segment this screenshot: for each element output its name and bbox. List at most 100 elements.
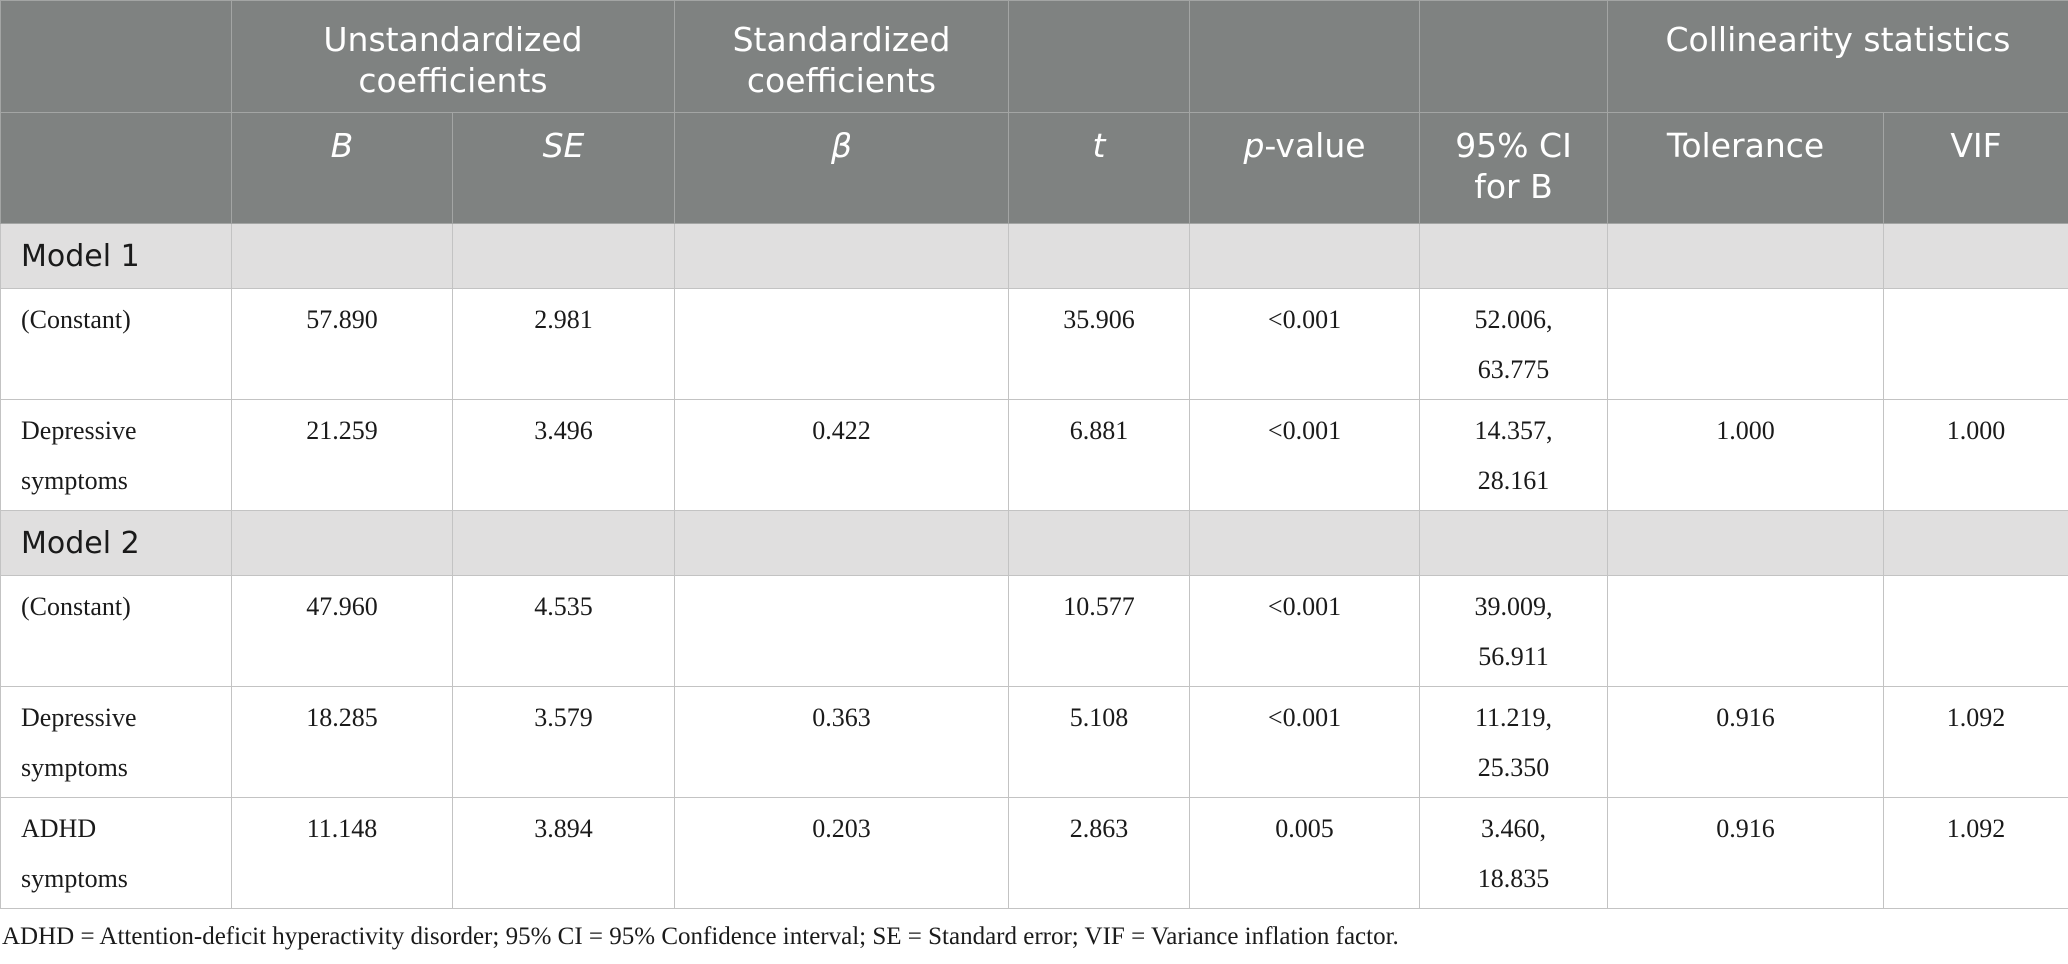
section-cell	[1882, 223, 2068, 289]
cell-b: 47.960	[231, 575, 453, 687]
cell-beta: 0.203	[674, 797, 1009, 909]
cell-ci: 52.006, 63.775	[1419, 288, 1608, 400]
cell-beta: 0.363	[674, 686, 1009, 798]
cell-tolerance	[1607, 288, 1884, 400]
row-label: ADHD symptoms	[0, 797, 232, 909]
cell-ci: 3.460, 18.835	[1419, 797, 1608, 909]
cell-vif: 1.000	[1882, 399, 2068, 511]
cell-se: 2.981	[452, 288, 675, 400]
ci-low: 14.357,	[1474, 416, 1553, 445]
header-row-columns: B SE β t p-value 95% CI for B Tolerance …	[0, 112, 2068, 224]
col-header-p-suffix: -value	[1264, 126, 1366, 165]
cell-tolerance: 1.000	[1607, 399, 1884, 511]
ci-low: 11.219,	[1474, 703, 1553, 732]
col-header-se: SE	[452, 112, 675, 224]
header-empty-t	[1008, 0, 1190, 113]
header-row-groups: Unstandardized coefficients Standardized…	[0, 0, 2068, 113]
section-cell	[1419, 510, 1608, 576]
section-cell	[452, 223, 675, 289]
section-cell	[1008, 510, 1190, 576]
cell-t: 35.906	[1008, 288, 1190, 400]
cell-beta	[674, 288, 1009, 400]
col-header-ci: 95% CI for B	[1419, 112, 1608, 224]
ci-low: 52.006,	[1474, 305, 1553, 334]
section-cell	[1189, 510, 1420, 576]
cell-ci: 39.009, 56.911	[1419, 575, 1608, 687]
section-label-model1: Model 1	[0, 223, 232, 289]
ci-low: 3.460,	[1481, 814, 1546, 843]
section-row-model2: Model 2	[0, 510, 2068, 576]
row-label: Depressive symptoms	[0, 399, 232, 511]
cell-beta	[674, 575, 1009, 687]
header-unstandardized: Unstandardized coefficients	[231, 0, 675, 113]
col-header-p: p-value	[1189, 112, 1420, 224]
cell-p: <0.001	[1189, 686, 1420, 798]
col-header-vif: VIF	[1882, 112, 2068, 224]
cell-se: 4.535	[452, 575, 675, 687]
cell-ci: 11.219, 25.350	[1419, 686, 1608, 798]
cell-vif: 1.092	[1882, 686, 2068, 798]
cell-vif	[1882, 288, 2068, 400]
col-header-b: B	[231, 112, 453, 224]
cell-t: 5.108	[1008, 686, 1190, 798]
section-row-model1: Model 1	[0, 223, 2068, 289]
cell-vif: 1.092	[1882, 797, 2068, 909]
ci-low: 39.009,	[1474, 592, 1553, 621]
header-empty-p	[1189, 0, 1420, 113]
table-row: Depressive symptoms 21.259 3.496 0.422 6…	[0, 399, 2068, 511]
cell-t: 6.881	[1008, 399, 1190, 511]
cell-b: 18.285	[231, 686, 453, 798]
cell-se: 3.496	[452, 399, 675, 511]
ci-high: 25.350	[1477, 753, 1550, 782]
header-standardized: Standardized coefficients	[674, 0, 1009, 113]
row-label: Depressive symptoms	[0, 686, 232, 798]
col-header-beta: β	[674, 112, 1009, 224]
section-cell	[1882, 510, 2068, 576]
table-body: Model 1 (Constant) 57.890 2.981 35.906 <…	[0, 223, 2068, 909]
col-header-tolerance: Tolerance	[1607, 112, 1884, 224]
section-cell	[1419, 223, 1608, 289]
cell-b: 21.259	[231, 399, 453, 511]
table-row: (Constant) 47.960 4.535 10.577 <0.001 39…	[0, 575, 2068, 687]
ci-high: 28.161	[1477, 466, 1550, 495]
header-empty-ci	[1419, 0, 1608, 113]
section-cell	[1607, 223, 1884, 289]
cell-b: 11.148	[231, 797, 453, 909]
col-header-p-italic: p	[1243, 126, 1265, 165]
section-cell	[1607, 510, 1884, 576]
table-row: (Constant) 57.890 2.981 35.906 <0.001 52…	[0, 288, 2068, 400]
regression-table: Unstandardized coefficients Standardized…	[0, 0, 2068, 909]
section-cell	[674, 223, 1009, 289]
cell-t: 10.577	[1008, 575, 1190, 687]
cell-p: <0.001	[1189, 575, 1420, 687]
cell-b: 57.890	[231, 288, 453, 400]
cell-ci: 14.357, 28.161	[1419, 399, 1608, 511]
section-cell	[1008, 223, 1190, 289]
header-label-spacer	[0, 112, 232, 224]
section-cell	[674, 510, 1009, 576]
regression-table-container: Unstandardized coefficients Standardized…	[0, 0, 2068, 909]
section-cell	[231, 223, 453, 289]
cell-beta: 0.422	[674, 399, 1009, 511]
table-footnote: ADHD = Attention-deficit hyperactivity d…	[2, 923, 1399, 950]
header-collinearity: Collinearity statistics	[1606, 0, 2068, 113]
table-header: Unstandardized coefficients Standardized…	[0, 0, 2068, 224]
cell-tolerance	[1607, 575, 1884, 687]
cell-p: <0.001	[1189, 288, 1420, 400]
row-label: (Constant)	[0, 288, 232, 400]
cell-tolerance: 0.916	[1607, 797, 1884, 909]
header-corner-cell	[0, 0, 232, 113]
col-header-t: t	[1008, 112, 1190, 224]
section-label-model2: Model 2	[0, 510, 232, 576]
cell-tolerance: 0.916	[1607, 686, 1884, 798]
ci-high: 63.775	[1477, 355, 1550, 384]
section-cell	[231, 510, 453, 576]
section-cell	[1189, 223, 1420, 289]
cell-p: 0.005	[1189, 797, 1420, 909]
ci-high: 18.835	[1477, 864, 1550, 893]
cell-se: 3.579	[452, 686, 675, 798]
ci-high: 56.911	[1478, 642, 1549, 671]
cell-t: 2.863	[1008, 797, 1190, 909]
cell-p: <0.001	[1189, 399, 1420, 511]
cell-vif	[1882, 575, 2068, 687]
